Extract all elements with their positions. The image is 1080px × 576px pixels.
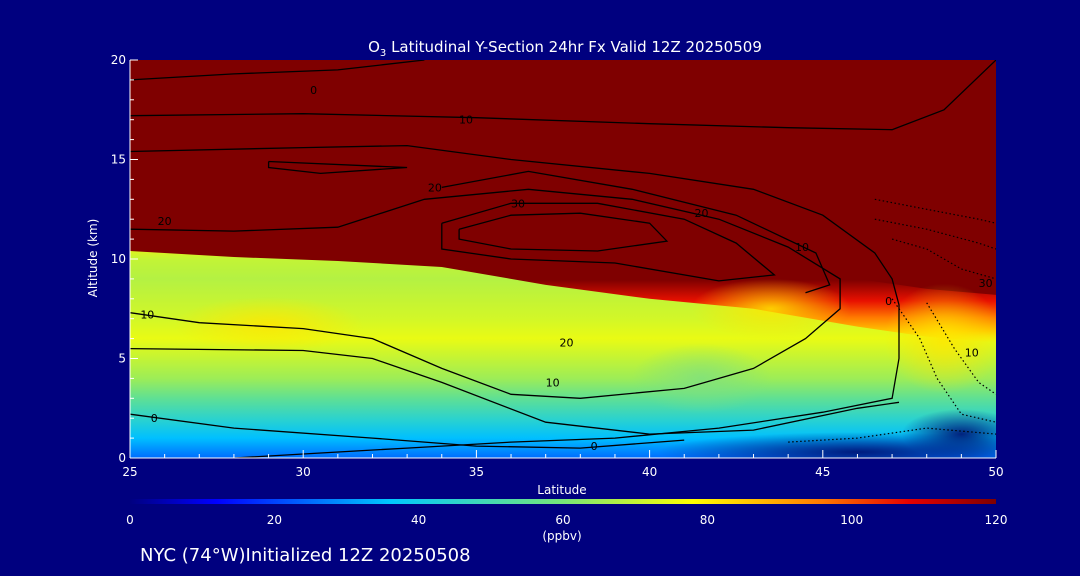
high-ozone-blob	[173, 296, 364, 353]
contour-label: 20	[695, 207, 709, 220]
y-tick-label: 0	[118, 451, 126, 465]
y-axis-label: Altitude (km)	[86, 219, 100, 298]
ozone-field-variations	[130, 60, 996, 458]
contour-line	[130, 188, 841, 399]
contour-label: 10	[140, 309, 154, 322]
colorbar-tick-label: 60	[555, 513, 570, 527]
contour-line-dotted	[891, 298, 996, 423]
y-tick-label: 15	[111, 153, 126, 167]
contour-label: 10	[795, 241, 809, 254]
contour-line	[130, 347, 900, 435]
contour-line	[130, 60, 425, 81]
x-tick-label: 25	[122, 465, 137, 479]
contour-line-dotted	[891, 238, 996, 280]
high-ozone-blob	[884, 283, 996, 394]
y-tick-label: 5	[118, 352, 126, 366]
high-ozone-blob	[690, 278, 851, 339]
contour-label: 30	[979, 277, 993, 290]
contour-line	[441, 170, 831, 294]
contour-label: 20	[428, 181, 442, 194]
contour-label: 0	[310, 84, 317, 97]
mid-ozone-blob	[631, 343, 772, 414]
x-tick-label: 45	[815, 465, 830, 479]
contour-line	[458, 212, 669, 252]
plot-area: 0 10 20 30 20 20 10 0 30 10 10 20 10 0 0	[130, 60, 996, 458]
colorbar-ticks: 0 20 40 60 80 100 120	[126, 513, 1007, 527]
axes: 25 30 35 40 45 50 0 5 10 15 20	[111, 53, 1004, 479]
x-tick-label: 40	[642, 465, 657, 479]
contour-label: 10	[459, 114, 473, 127]
contour-labels: 0 10 20 30 20 20 10 0 30 10 10 20 10 0 0	[140, 84, 992, 453]
contour-label: 10	[965, 347, 979, 360]
contour-label: 20	[158, 215, 172, 228]
colorbar-tick-label: 100	[840, 513, 863, 527]
x-axis-label: Latitude	[537, 483, 586, 497]
y-tick-label: 10	[111, 252, 126, 266]
colorbar-tick-label: 80	[700, 513, 715, 527]
low-ozone-blob	[901, 409, 996, 458]
contour-line-dotted	[788, 427, 996, 443]
contour-lines	[130, 60, 996, 458]
contour-line	[441, 202, 776, 282]
colorbar	[130, 499, 996, 504]
footer-label: NYC (74°W)Initialized 12Z 20250508	[140, 545, 471, 566]
x-tick-label: 35	[469, 465, 484, 479]
colorbar-tick-label: 20	[267, 513, 282, 527]
contour-label: 0	[591, 440, 598, 453]
contour-line	[130, 413, 685, 449]
contour-label: 0	[885, 295, 892, 308]
contour-line	[130, 60, 996, 131]
colorbar-tick-label: 120	[985, 513, 1008, 527]
colorbar-tick-label: 0	[126, 513, 134, 527]
contour-label: 20	[559, 337, 573, 350]
contour-label: 10	[546, 376, 560, 389]
chart-title: O3 Latitudinal Y-Section 24hr Fx Valid 1…	[368, 38, 762, 59]
y-tick-label: 20	[111, 53, 126, 67]
x-tick-label: 50	[988, 465, 1003, 479]
contour-label: 30	[511, 197, 525, 210]
colorbar-tick-label: 40	[411, 513, 426, 527]
colorbar-unit: (ppbv)	[542, 529, 581, 543]
contour-label: 0	[151, 412, 158, 425]
contour-line	[267, 160, 408, 175]
stratosphere-region	[130, 60, 996, 299]
contour-line	[130, 144, 900, 458]
x-tick-label: 30	[296, 465, 311, 479]
